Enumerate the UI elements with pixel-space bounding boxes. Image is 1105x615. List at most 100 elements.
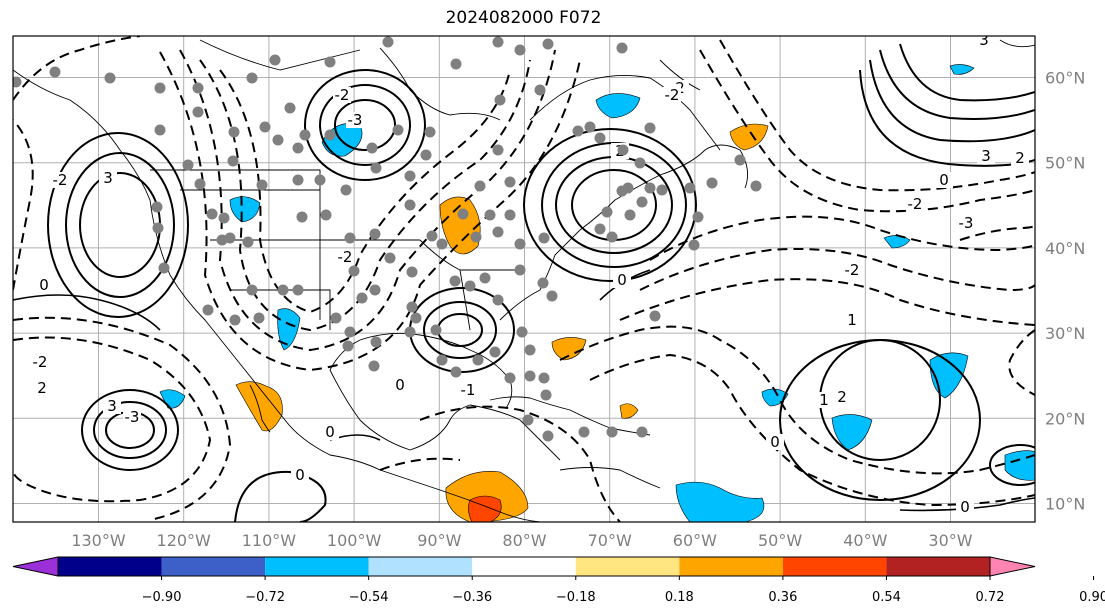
contour-label: 3 <box>103 169 113 187</box>
station-dot <box>366 142 378 154</box>
station-dot <box>259 121 271 133</box>
station-dot <box>504 176 516 188</box>
colorbar-tick-label: −0.90 <box>142 590 182 605</box>
contour-label-bg <box>1011 150 1029 166</box>
station-dot <box>457 208 469 220</box>
station-dot <box>253 312 265 324</box>
station-dot <box>606 426 618 438</box>
colorbar-tick-label: −0.54 <box>349 590 389 605</box>
contour-label: 1 <box>847 311 857 329</box>
contour-label: 3 <box>107 397 117 415</box>
station-dot <box>504 209 516 221</box>
contour-label: -2 <box>338 248 353 266</box>
shade-negative-caribbean <box>675 481 765 522</box>
colorbar-tick-labels: −0.90 −0.72 −0.54 −0.36 −0.18 0.18 0.36 0.54 0.7… <box>142 590 1105 605</box>
lat-tick-label: 50°N <box>1045 154 1085 173</box>
station-dot <box>324 56 336 68</box>
contour-label-bg <box>613 272 631 288</box>
station-dot <box>340 184 352 196</box>
station-dot <box>324 129 336 141</box>
lon-tick-label: 30°W <box>928 531 972 550</box>
contour-label-bg <box>333 87 351 103</box>
station-dot <box>348 265 360 277</box>
station-dot <box>152 222 164 234</box>
station-dot <box>684 182 696 194</box>
contour-label: -2 <box>665 86 680 104</box>
station-dot <box>616 42 628 54</box>
contour-label: 0 <box>960 498 970 516</box>
station-dot <box>516 326 528 338</box>
shade-negative-mexico <box>277 308 301 351</box>
station-dot <box>472 354 484 366</box>
contour-label: 0 <box>617 271 627 289</box>
longitude-labels: 130°W 120°W 110°W 100°W 90°W 80°W 70°W 60°W 50°W… <box>71 531 972 550</box>
station-dot <box>504 372 516 384</box>
contour-label: 3 <box>979 31 989 49</box>
coastlines <box>13 39 1035 522</box>
shade-positive-gulf <box>551 337 587 361</box>
lon-tick-label: 60°W <box>673 531 717 550</box>
station-dot <box>424 126 436 138</box>
station-dot <box>277 284 289 296</box>
station-dot <box>272 134 284 146</box>
station-dot <box>228 126 240 138</box>
contour-label: -3 <box>959 214 974 232</box>
station-dot <box>426 230 438 242</box>
lon-tick-label: 130°W <box>71 531 126 550</box>
station-dot <box>154 124 166 136</box>
station-dot <box>292 174 304 186</box>
lon-tick-label: 40°W <box>843 531 887 550</box>
station-dot <box>369 284 381 296</box>
station-dot <box>229 314 241 326</box>
contour-label-bg <box>35 277 53 293</box>
station-dot <box>542 38 554 50</box>
station-dot <box>406 266 418 278</box>
station-dot <box>404 170 416 182</box>
station-dot <box>194 178 206 190</box>
colorbar-bin <box>679 557 783 576</box>
station-dot <box>13 76 22 88</box>
station-dot <box>470 231 482 243</box>
station-dot <box>450 366 462 378</box>
station-dot <box>344 232 356 244</box>
station-dot <box>420 149 432 161</box>
lat-tick-label: 60°N <box>1045 69 1085 88</box>
station-dot <box>524 344 536 356</box>
station-dot <box>202 304 214 316</box>
station-dot <box>246 284 258 296</box>
contour-label: 0 <box>770 433 780 451</box>
station-dot <box>649 310 661 322</box>
station-dot <box>492 226 504 238</box>
contour-label-bg <box>391 377 409 393</box>
lon-tick-label: 120°W <box>157 531 212 550</box>
lon-tick-label: 70°W <box>588 531 632 550</box>
contour-label: 0 <box>325 423 335 441</box>
station-dot <box>404 326 416 338</box>
station-dot <box>104 72 116 84</box>
contour-label-bg <box>33 380 51 396</box>
contour-label-bg <box>51 172 69 188</box>
station-dot <box>392 124 404 136</box>
station-dot <box>601 206 613 218</box>
station-dot <box>537 277 549 289</box>
contour-label-bg <box>906 196 924 212</box>
station-dot <box>320 209 332 221</box>
station-dot <box>246 72 258 84</box>
colorbar-tick-label: 0.36 <box>768 590 797 605</box>
station-dot <box>688 239 700 251</box>
station-dot <box>182 159 194 171</box>
contour-label: -1 <box>461 381 476 399</box>
station-dot <box>546 290 558 302</box>
positive-contours <box>47 43 1035 522</box>
shade-negative-atl-42n <box>883 235 911 249</box>
station-dot <box>538 372 550 384</box>
colorbar-tick-label: −0.18 <box>556 590 596 605</box>
station-dot <box>158 262 170 274</box>
station-dot <box>644 182 656 194</box>
station-dot <box>314 174 326 186</box>
contour-label: 2 <box>1015 149 1025 167</box>
station-dot <box>594 132 606 144</box>
colorbar-extend-low <box>12 556 59 577</box>
lat-tick-label: 10°N <box>1045 495 1085 514</box>
station-dot <box>382 36 394 48</box>
